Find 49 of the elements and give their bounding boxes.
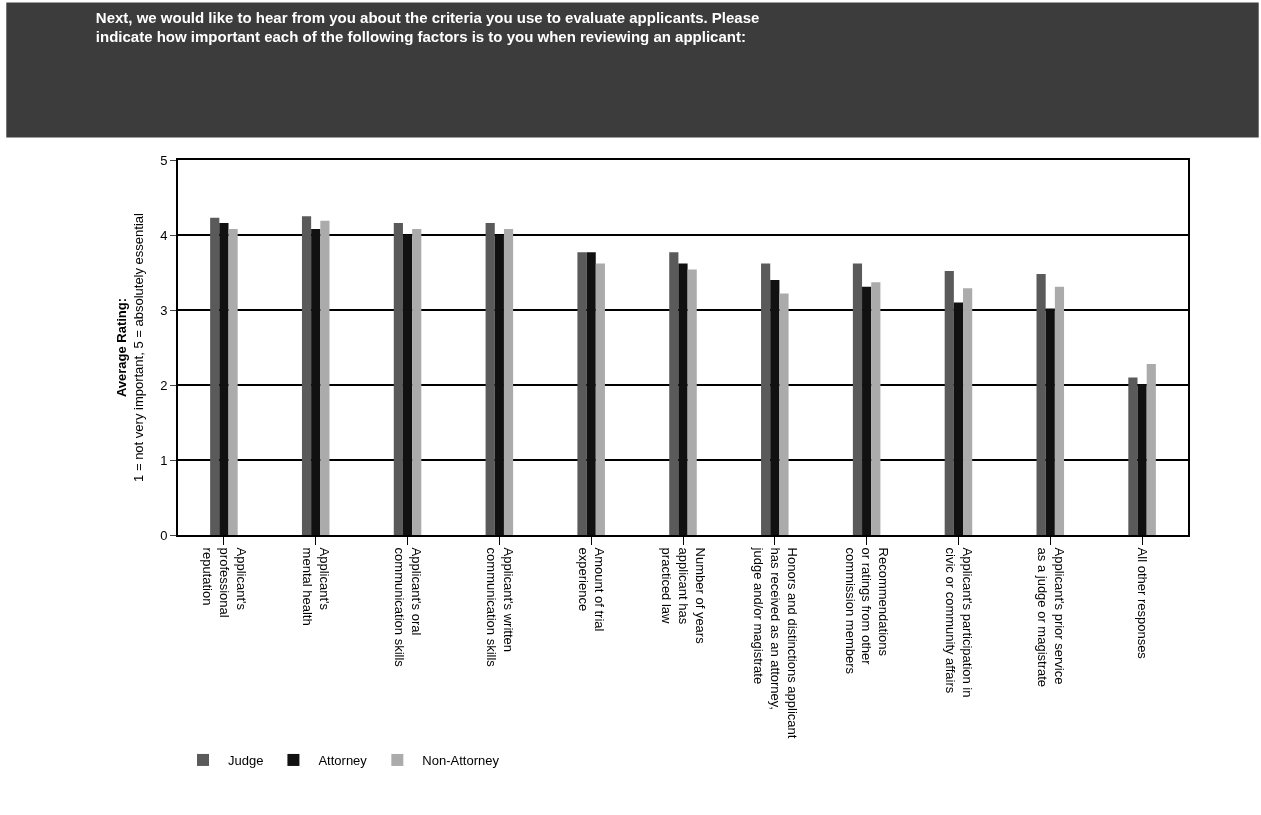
- bar: [412, 229, 422, 535]
- bar: [1146, 364, 1156, 535]
- chart-title: Next, we would like to hear from you about the criteria you use to evaluate applicants. Please indicate how important each of the following factors is to you when reviewing an applicant:: [95, 8, 760, 46]
- bar: [301, 216, 312, 535]
- bar: [1045, 308, 1055, 535]
- bar: [1054, 286, 1065, 535]
- bar: [228, 229, 238, 535]
- bar: [311, 229, 321, 535]
- x-tick-label: Applicant's professional reputation: [199, 547, 249, 618]
- bar: [687, 269, 697, 535]
- bar: [320, 220, 330, 535]
- bar: [219, 223, 229, 535]
- x-tick-label: Applicant's mental health: [300, 547, 332, 626]
- legend-label: Attorney: [318, 753, 368, 769]
- bar: [586, 252, 596, 535]
- y-tick-label: 5: [160, 152, 168, 168]
- bar: [1137, 384, 1147, 535]
- bar: [678, 263, 688, 535]
- bar: [779, 293, 789, 535]
- bar: [595, 263, 605, 535]
- y-tick-label: 4: [160, 227, 168, 243]
- bar: [393, 223, 403, 535]
- bar: [669, 252, 679, 535]
- bar: [963, 288, 973, 535]
- x-tick-label: Amount of trial experience: [575, 547, 608, 632]
- bar: [485, 223, 495, 535]
- x-tick-label: All other responses: [1134, 547, 1150, 660]
- y-tick-label: 0: [160, 527, 168, 543]
- bar: [1036, 274, 1046, 535]
- bar: [210, 217, 220, 535]
- bar: [1128, 377, 1138, 535]
- bar: [770, 280, 780, 535]
- bar: [944, 271, 954, 535]
- bar: [402, 235, 413, 535]
- y-axis-title: Average Rating: 1 = not very important, 5 = absolutely essential: [113, 212, 146, 482]
- bar: [577, 252, 587, 535]
- bar: [953, 302, 964, 535]
- bar: [852, 263, 863, 535]
- y-tick-label: 3: [160, 302, 168, 318]
- y-tick-label: 2: [160, 377, 168, 393]
- legend-label: Non-Attorney: [422, 753, 500, 769]
- bar: [871, 282, 881, 535]
- bar: [862, 286, 872, 535]
- y-tick-label: 1: [160, 452, 168, 468]
- legend-label: Judge: [228, 753, 264, 769]
- x-tick-label: Number of years applicant has practiced law: [658, 547, 708, 645]
- bar: [503, 229, 514, 535]
- bar: [761, 263, 771, 535]
- bar: [494, 235, 504, 535]
